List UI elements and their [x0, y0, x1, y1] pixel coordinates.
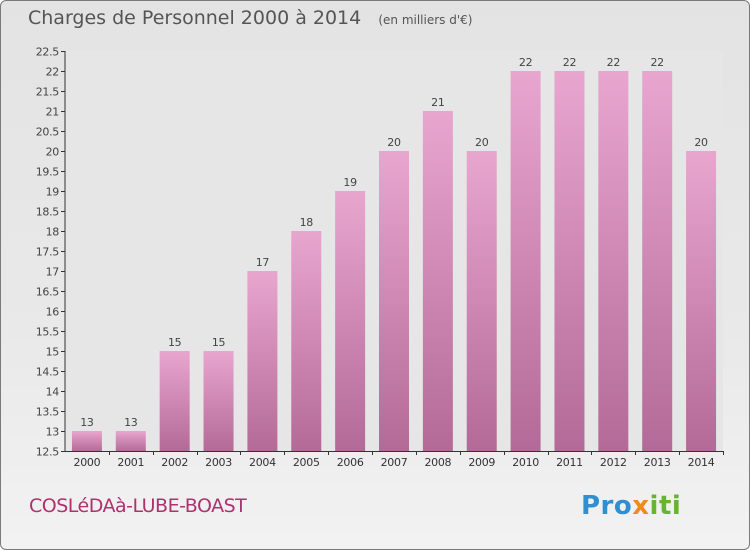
x-tick-label-2000: 2000 [74, 456, 101, 469]
value-label-2006: 19 [343, 176, 357, 189]
y-tick-label-18: 21.5 [36, 86, 60, 99]
x-tick-label-2011: 2011 [556, 456, 583, 469]
bar-2004 [247, 271, 278, 451]
y-tick-label-10: 17.5 [36, 246, 60, 259]
value-label-2011: 22 [563, 56, 576, 69]
y-tick-label-14: 19.5 [36, 166, 60, 179]
x-tick-label-2012: 2012 [600, 456, 627, 469]
bar-2007 [379, 151, 409, 451]
logo-part-1: x [632, 491, 650, 521]
x-tick-label-2003: 2003 [205, 456, 232, 469]
y-tick-label-16: 20.5 [36, 126, 60, 139]
value-label-2013: 22 [650, 56, 663, 69]
value-label-2010: 22 [519, 56, 532, 69]
y-tick-label-20: 22.5 [36, 46, 60, 59]
chart-subtitle: (en milliers d'€) [378, 13, 473, 27]
y-tick-label-2: 13.5 [36, 406, 60, 419]
x-tick-label-2007: 2007 [381, 456, 408, 469]
chart-title: Charges de Personnel 2000 à 2014 [28, 7, 362, 29]
y-tick-label-12: 18.5 [36, 206, 60, 219]
bar-2000 [71, 431, 102, 451]
x-tick-label-2005: 2005 [293, 456, 320, 469]
x-tick-label-2013: 2013 [644, 456, 671, 469]
y-tick-label-0: 12.5 [36, 446, 60, 459]
value-label-2012: 22 [607, 56, 620, 69]
logo-part-0: Pro [581, 491, 633, 521]
y-tick-label-8: 16.5 [36, 286, 60, 299]
y-tick-label-6: 15.5 [36, 326, 60, 339]
bar-2008 [422, 111, 453, 451]
bar-2010 [510, 71, 541, 451]
value-label-2001: 13 [124, 416, 138, 429]
y-tick-label-11: 18 [46, 226, 60, 239]
bar-2005 [291, 231, 322, 451]
bar-2003 [203, 351, 234, 451]
value-label-2003: 15 [212, 336, 226, 349]
bar-2009 [466, 151, 497, 451]
y-tick-label-5: 15 [46, 346, 60, 359]
value-label-2009: 20 [475, 136, 489, 149]
bar-2011 [554, 71, 585, 451]
bar-2002 [159, 351, 190, 451]
x-tick-label-2006: 2006 [337, 456, 364, 469]
bar-2013 [642, 71, 673, 451]
logo-part-2: iti [649, 491, 682, 521]
x-tick-label-2014: 2014 [688, 456, 715, 469]
bar-2014 [686, 151, 717, 451]
x-tick-label-2009: 2009 [468, 456, 495, 469]
y-tick-label-13: 19 [46, 186, 60, 199]
bar-2012 [598, 71, 629, 451]
bar-2001 [115, 431, 146, 451]
proxiti-logo: Proxiti [581, 491, 681, 521]
y-tick-label-1: 13 [46, 426, 60, 439]
x-tick-label-2004: 2004 [249, 456, 276, 469]
y-tick-label-7: 16 [46, 306, 60, 319]
y-tick-label-17: 21 [46, 106, 59, 119]
bar-2006 [335, 191, 366, 451]
y-tick-label-15: 20 [46, 146, 60, 159]
value-label-2000: 13 [80, 416, 94, 429]
y-tick-label-9: 17 [46, 266, 60, 279]
value-label-2002: 15 [168, 336, 182, 349]
value-label-2008: 21 [431, 96, 444, 109]
x-tick-label-2010: 2010 [512, 456, 539, 469]
value-label-2005: 18 [300, 216, 314, 229]
value-label-2004: 17 [256, 256, 270, 269]
x-tick-label-2001: 2001 [117, 456, 144, 469]
title-row: Charges de Personnel 2000 à 2014 (en mil… [28, 7, 472, 29]
y-tick-label-19: 22 [46, 66, 59, 79]
y-tick-label-4: 14.5 [36, 366, 60, 379]
x-tick-label-2008: 2008 [424, 456, 451, 469]
value-label-2007: 20 [387, 136, 401, 149]
y-tick-label-3: 14 [46, 386, 60, 399]
commune-name: COSLéDAà-LUBE-BOAST [29, 495, 247, 517]
value-label-2014: 20 [694, 136, 708, 149]
x-tick-label-2002: 2002 [161, 456, 188, 469]
